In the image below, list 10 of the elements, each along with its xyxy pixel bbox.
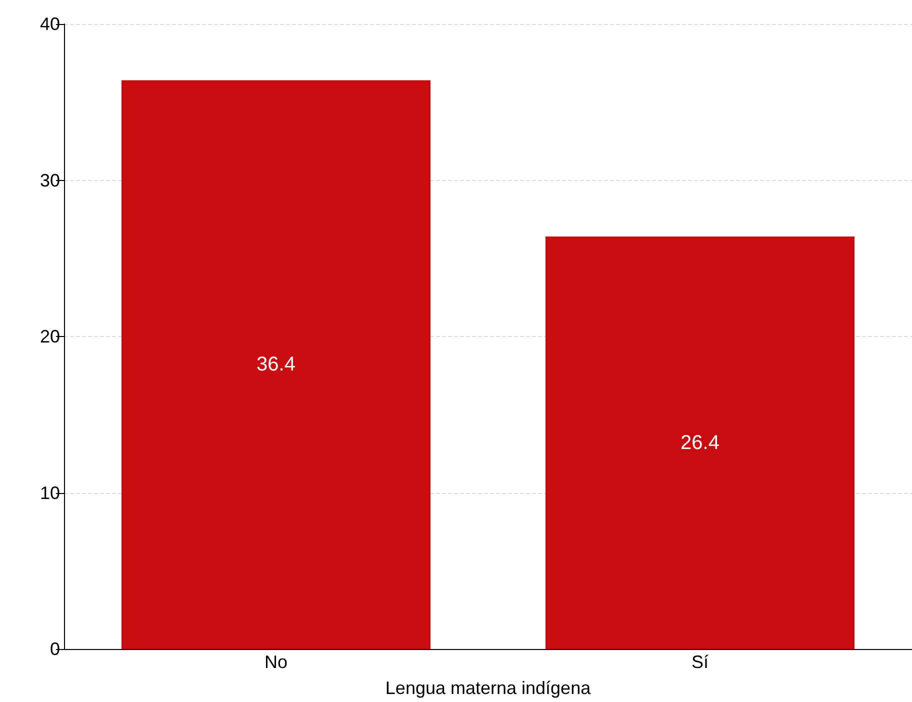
data-label: 26.4 <box>680 432 720 454</box>
x-tick-label: No <box>264 652 288 672</box>
y-tick-label: 40 <box>40 14 60 34</box>
y-tick-label: 0 <box>50 639 60 659</box>
y-tick-label: 10 <box>40 482 60 503</box>
y-tick-label: 30 <box>40 170 60 190</box>
y-tick-label: 20 <box>40 326 60 346</box>
data-label: 36.4 <box>256 354 296 376</box>
x-axis-title: Lengua materna indígena <box>385 678 592 698</box>
x-tick-label: Sí <box>691 652 709 672</box>
